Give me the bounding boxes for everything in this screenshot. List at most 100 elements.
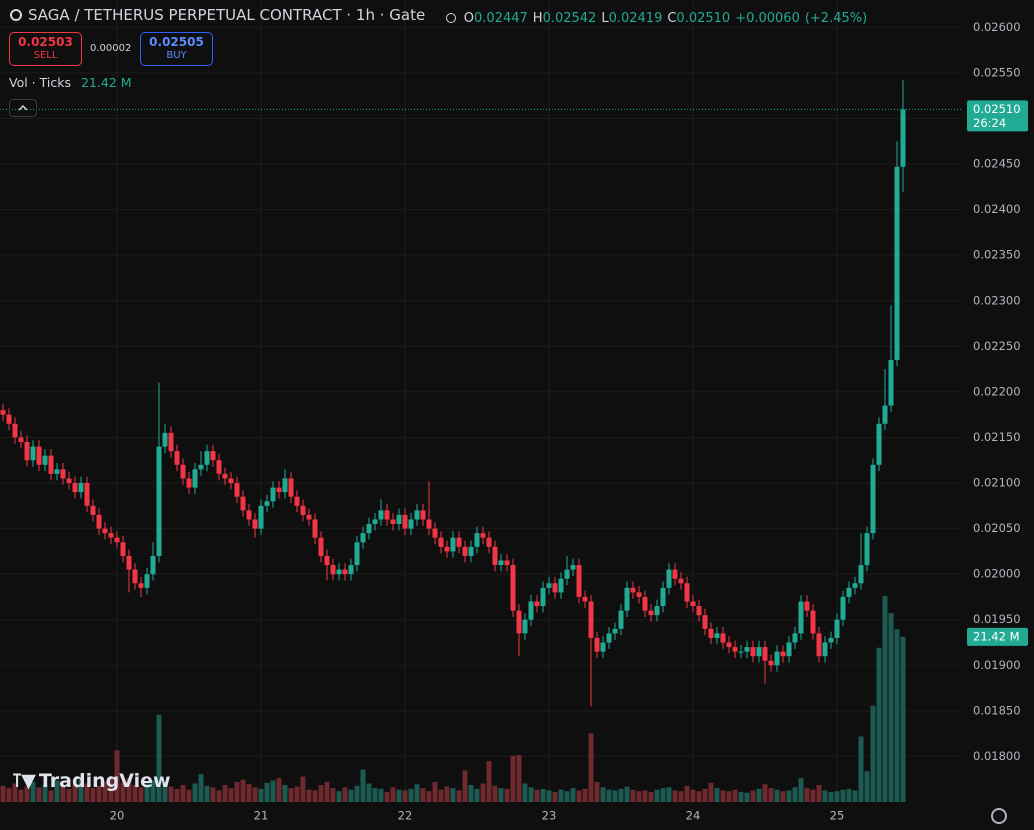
ohlc-key: H	[532, 11, 543, 26]
change-pct: (+2.45%)	[804, 11, 868, 26]
buy-button[interactable]: 0.02505 BUY	[140, 32, 213, 66]
volume-bar	[426, 791, 432, 802]
countdown-label: 26:24	[973, 116, 1006, 130]
candle-body	[900, 109, 906, 167]
candle-body	[240, 496, 246, 511]
candle-body	[606, 633, 612, 643]
symbol-title[interactable]: SAGA / TETHERUS PERPETUAL CONTRACT · 1h …	[28, 6, 426, 24]
ohlc-key: C	[667, 11, 677, 26]
volume-bar	[150, 780, 156, 802]
candle-body	[330, 565, 336, 575]
x-tick-label: 24	[686, 809, 701, 823]
volume-bar	[108, 778, 114, 802]
volume-bar	[828, 791, 834, 802]
volume-bar	[780, 791, 786, 802]
volume-bar	[72, 784, 78, 802]
candle-body	[462, 546, 468, 556]
volume-bar	[378, 788, 384, 802]
candle-body	[60, 469, 66, 479]
volume-bar	[18, 789, 24, 802]
spread: 0.00002	[90, 43, 132, 54]
volume-bar	[540, 788, 546, 802]
candle-body	[696, 606, 702, 616]
volume-bar	[888, 613, 894, 802]
y-tick-label: 0.01800	[973, 749, 1021, 763]
candle-body	[810, 610, 816, 634]
volume-bar	[858, 736, 864, 802]
logo-text: TradingView	[38, 770, 171, 792]
candle-body	[318, 537, 324, 556]
candle-body	[762, 647, 768, 661]
volume-bar	[456, 790, 462, 802]
change: +0.00060	[735, 11, 800, 26]
ohlc-value: 0.02542	[542, 11, 597, 26]
volume-bar	[744, 792, 750, 802]
volume-bar	[84, 783, 90, 802]
volume-bar	[624, 786, 630, 802]
volume-bar	[42, 785, 48, 802]
candle-body	[216, 460, 222, 474]
volume-bar	[312, 790, 318, 802]
volume-bar	[642, 790, 648, 802]
candle-body	[546, 583, 552, 588]
volume-bar	[750, 790, 756, 802]
logo-mark: ⊺▼	[12, 770, 36, 792]
candle-body	[420, 510, 426, 520]
volume-bar	[498, 788, 504, 802]
candle-body	[300, 505, 306, 515]
candle-body	[492, 546, 498, 566]
volume-bar	[288, 788, 294, 802]
volume-bar	[606, 789, 612, 802]
volume-bar	[636, 791, 642, 802]
candle-body	[102, 528, 108, 534]
volume-bar	[648, 791, 654, 802]
settings-button[interactable]	[991, 808, 1007, 824]
volume-bar	[192, 783, 198, 802]
candle-body	[894, 166, 900, 360]
x-tick-label: 21	[254, 809, 269, 823]
volume-bar	[714, 788, 720, 802]
y-tick-label: 0.01900	[973, 658, 1021, 672]
volume-bar	[486, 761, 492, 802]
volume-bar	[402, 790, 408, 802]
volume-bar	[282, 785, 288, 802]
ohlc-values: O0.02447 H0.02542 L0.02419 C0.02510	[464, 8, 735, 26]
candle-body	[312, 519, 318, 538]
candle-body	[612, 628, 618, 634]
volume-bar	[210, 787, 216, 802]
candle-body	[24, 442, 30, 461]
volume-bar	[810, 789, 816, 802]
candle-body	[186, 478, 192, 488]
candle-body	[54, 469, 60, 474]
volume-bar	[96, 785, 102, 802]
candle-body	[36, 446, 42, 465]
x-tick-label: 23	[542, 809, 557, 823]
candle-body	[414, 510, 420, 520]
candle-body	[852, 583, 858, 588]
collapse-button[interactable]	[9, 99, 37, 117]
candle-body	[876, 423, 882, 465]
volume-bar	[696, 791, 702, 802]
volume-bar	[270, 780, 276, 802]
candle-body	[174, 451, 180, 465]
candle-body	[222, 473, 228, 479]
candle-body	[786, 642, 792, 657]
volume-bar	[756, 788, 762, 802]
eye-icon[interactable]	[446, 13, 456, 23]
candle-body	[642, 596, 648, 611]
y-tick-label: 0.02450	[973, 157, 1021, 171]
candle-body	[324, 555, 330, 566]
y-tick-label: 0.02350	[973, 248, 1021, 262]
volume-bar	[804, 788, 810, 802]
volume-bar	[6, 788, 12, 802]
candle-body	[768, 660, 774, 666]
candle-body	[192, 469, 198, 488]
candle-body	[366, 524, 372, 534]
sell-label: SELL	[33, 50, 58, 61]
volume-bar	[660, 788, 666, 802]
volume-bar	[120, 782, 126, 802]
sell-button[interactable]: 0.02503 SELL	[9, 32, 82, 66]
candle-body	[516, 610, 522, 634]
candle-body	[360, 533, 366, 543]
